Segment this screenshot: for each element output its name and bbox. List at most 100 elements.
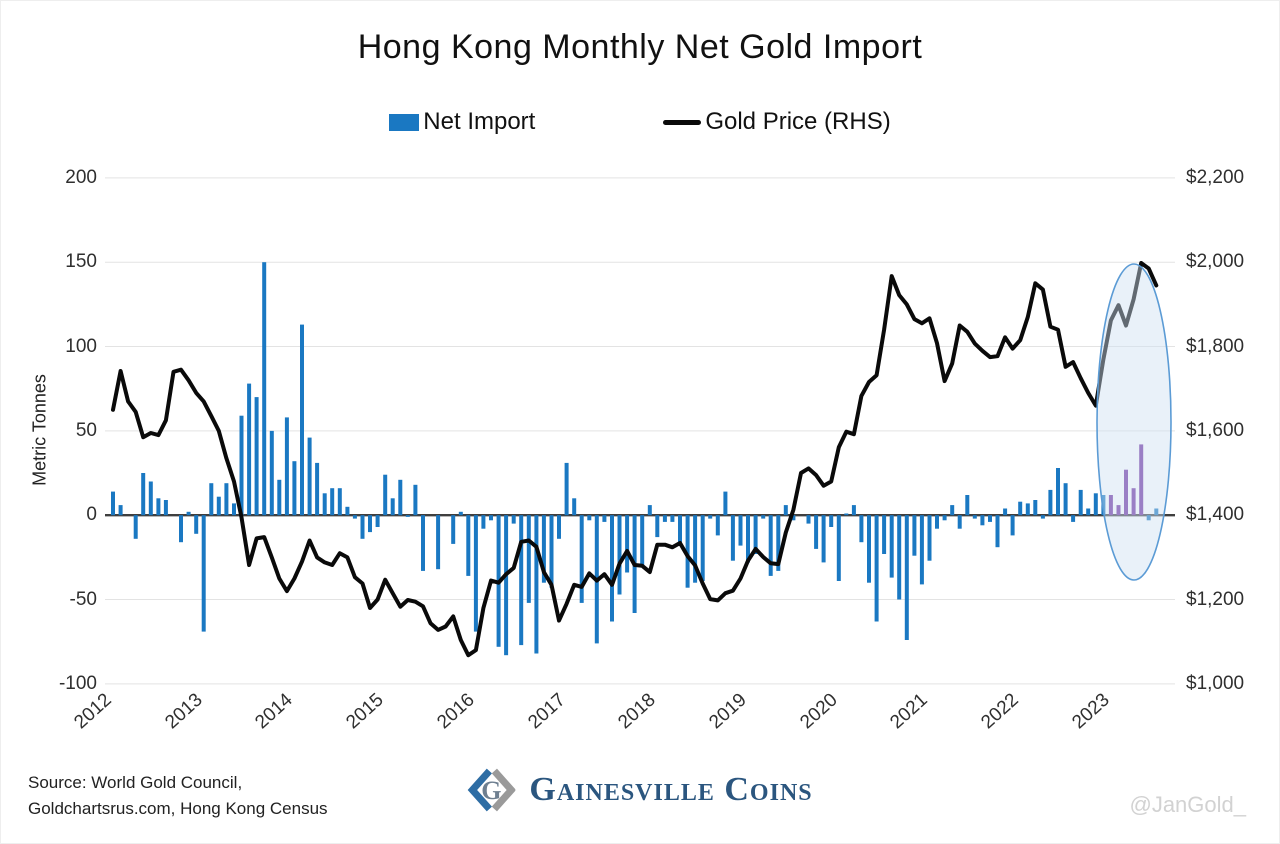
net-import-bar bbox=[685, 515, 690, 588]
net-import-bar bbox=[1154, 508, 1159, 516]
net-import-bar bbox=[398, 479, 403, 516]
source-line-2: Goldchartsrus.com, Hong Kong Census bbox=[28, 798, 328, 818]
net-import-bar bbox=[330, 488, 335, 516]
net-import-bar bbox=[383, 474, 388, 516]
left-axis-tick: -100 bbox=[58, 672, 97, 694]
net-import-bar bbox=[300, 324, 304, 516]
right-axis-tick: $1,400 bbox=[1186, 504, 1245, 526]
net-import-bar bbox=[451, 515, 456, 544]
net-import-bar bbox=[489, 515, 493, 521]
net-import-bar bbox=[889, 515, 894, 578]
net-import-bar bbox=[602, 515, 607, 522]
net-import-bar bbox=[390, 498, 395, 516]
net-import-bar bbox=[201, 515, 206, 632]
net-import-bar bbox=[1040, 515, 1045, 519]
right-axis-tick: $1,000 bbox=[1186, 672, 1245, 694]
source-line-1: Source: World Gold Council, bbox=[28, 773, 243, 792]
net-import-bar bbox=[655, 515, 660, 538]
left-axis-tick: -50 bbox=[69, 588, 97, 610]
net-import-bar bbox=[277, 479, 282, 516]
net-import-bar bbox=[587, 515, 592, 521]
net-import-bar bbox=[882, 515, 887, 554]
net-import-bar bbox=[216, 496, 221, 516]
legend-label-gold-price: Gold Price (RHS) bbox=[705, 108, 891, 135]
net-import-bar bbox=[247, 383, 252, 516]
right-axis-tick: $2,000 bbox=[1186, 251, 1245, 273]
net-import-bar bbox=[1063, 483, 1068, 516]
plot-svg bbox=[105, 177, 1175, 685]
net-import-bar bbox=[1108, 495, 1113, 516]
net-import-bar bbox=[526, 515, 531, 603]
net-import-bar bbox=[761, 515, 766, 519]
net-import-bar bbox=[708, 515, 713, 519]
net-import-bar bbox=[413, 484, 418, 516]
twitter-handle: @JanGold_ bbox=[1129, 792, 1246, 817]
net-import-bar bbox=[1048, 489, 1053, 516]
net-import-bar bbox=[647, 505, 652, 516]
net-import-bar bbox=[541, 515, 546, 583]
net-import-bar bbox=[1101, 495, 1106, 516]
net-import-bar bbox=[829, 515, 834, 527]
net-import-bar bbox=[481, 515, 486, 529]
legend-label-net-import: Net Import bbox=[423, 108, 536, 135]
net-import-bar bbox=[814, 515, 819, 549]
net-import-bar bbox=[254, 397, 259, 516]
net-import-bar bbox=[436, 515, 441, 570]
legend-item-gold-price: Gold Price (RHS) bbox=[663, 108, 891, 136]
net-import-bar bbox=[284, 417, 289, 516]
net-import-bar bbox=[156, 498, 161, 516]
net-import-bar bbox=[806, 515, 811, 524]
net-import-bar bbox=[572, 498, 577, 516]
net-import-bar bbox=[753, 515, 758, 554]
net-import-bar bbox=[163, 500, 168, 516]
net-import-bar bbox=[345, 506, 350, 516]
net-import-bar bbox=[942, 515, 947, 521]
net-import-bar bbox=[836, 515, 841, 581]
net-import-bar bbox=[851, 505, 856, 516]
net-import-bar bbox=[1056, 468, 1060, 516]
net-import-bar bbox=[519, 515, 524, 646]
net-import-bar bbox=[186, 511, 191, 516]
net-import-bar bbox=[912, 515, 917, 556]
net-import-bar bbox=[950, 505, 955, 516]
net-import-bar bbox=[111, 491, 115, 516]
right-axis-tick: $1,800 bbox=[1186, 335, 1245, 357]
net-import-bar bbox=[504, 515, 509, 656]
net-import-swatch-icon bbox=[389, 113, 420, 131]
net-import-bar bbox=[352, 515, 357, 519]
legend-item-net-import: Net Import bbox=[389, 108, 535, 136]
net-import-bar bbox=[534, 515, 539, 654]
net-import-bar bbox=[322, 493, 327, 516]
net-import-bar bbox=[610, 515, 614, 622]
net-import-bar bbox=[133, 515, 138, 539]
net-import-bar bbox=[919, 515, 924, 585]
net-import-bar bbox=[269, 430, 274, 516]
net-import-bar bbox=[224, 483, 229, 516]
net-import-bar bbox=[965, 495, 970, 516]
net-import-bar bbox=[148, 481, 153, 516]
net-import-bar bbox=[360, 515, 365, 539]
net-import-bar bbox=[141, 473, 146, 516]
right-axis-tick: $1,600 bbox=[1186, 419, 1245, 441]
net-import-bar bbox=[1071, 515, 1076, 522]
source-note: Source: World Gold Council, Goldchartsru… bbox=[28, 770, 328, 821]
net-import-bar bbox=[625, 515, 630, 573]
net-import-bar bbox=[640, 515, 645, 568]
net-import-bar bbox=[678, 515, 682, 543]
net-import-bar bbox=[746, 515, 750, 563]
brand-footer: G Gainesville Coins bbox=[467, 766, 812, 814]
net-import-bar bbox=[1093, 493, 1098, 516]
net-import-bar bbox=[791, 515, 796, 521]
net-import-bar bbox=[980, 515, 985, 526]
net-import-bar bbox=[693, 515, 698, 583]
net-import-bar bbox=[783, 505, 788, 516]
net-import-bar bbox=[375, 515, 380, 527]
right-axis-tick: $1,200 bbox=[1186, 588, 1245, 610]
right-axis-tick: $2,200 bbox=[1186, 166, 1245, 188]
left-axis-tick: 50 bbox=[75, 419, 97, 441]
net-import-bar bbox=[844, 513, 849, 516]
left-axis-tick: 0 bbox=[86, 504, 97, 526]
net-import-bar bbox=[1146, 515, 1151, 521]
net-import-bar bbox=[768, 515, 773, 576]
highlight-ellipse bbox=[1096, 263, 1172, 581]
